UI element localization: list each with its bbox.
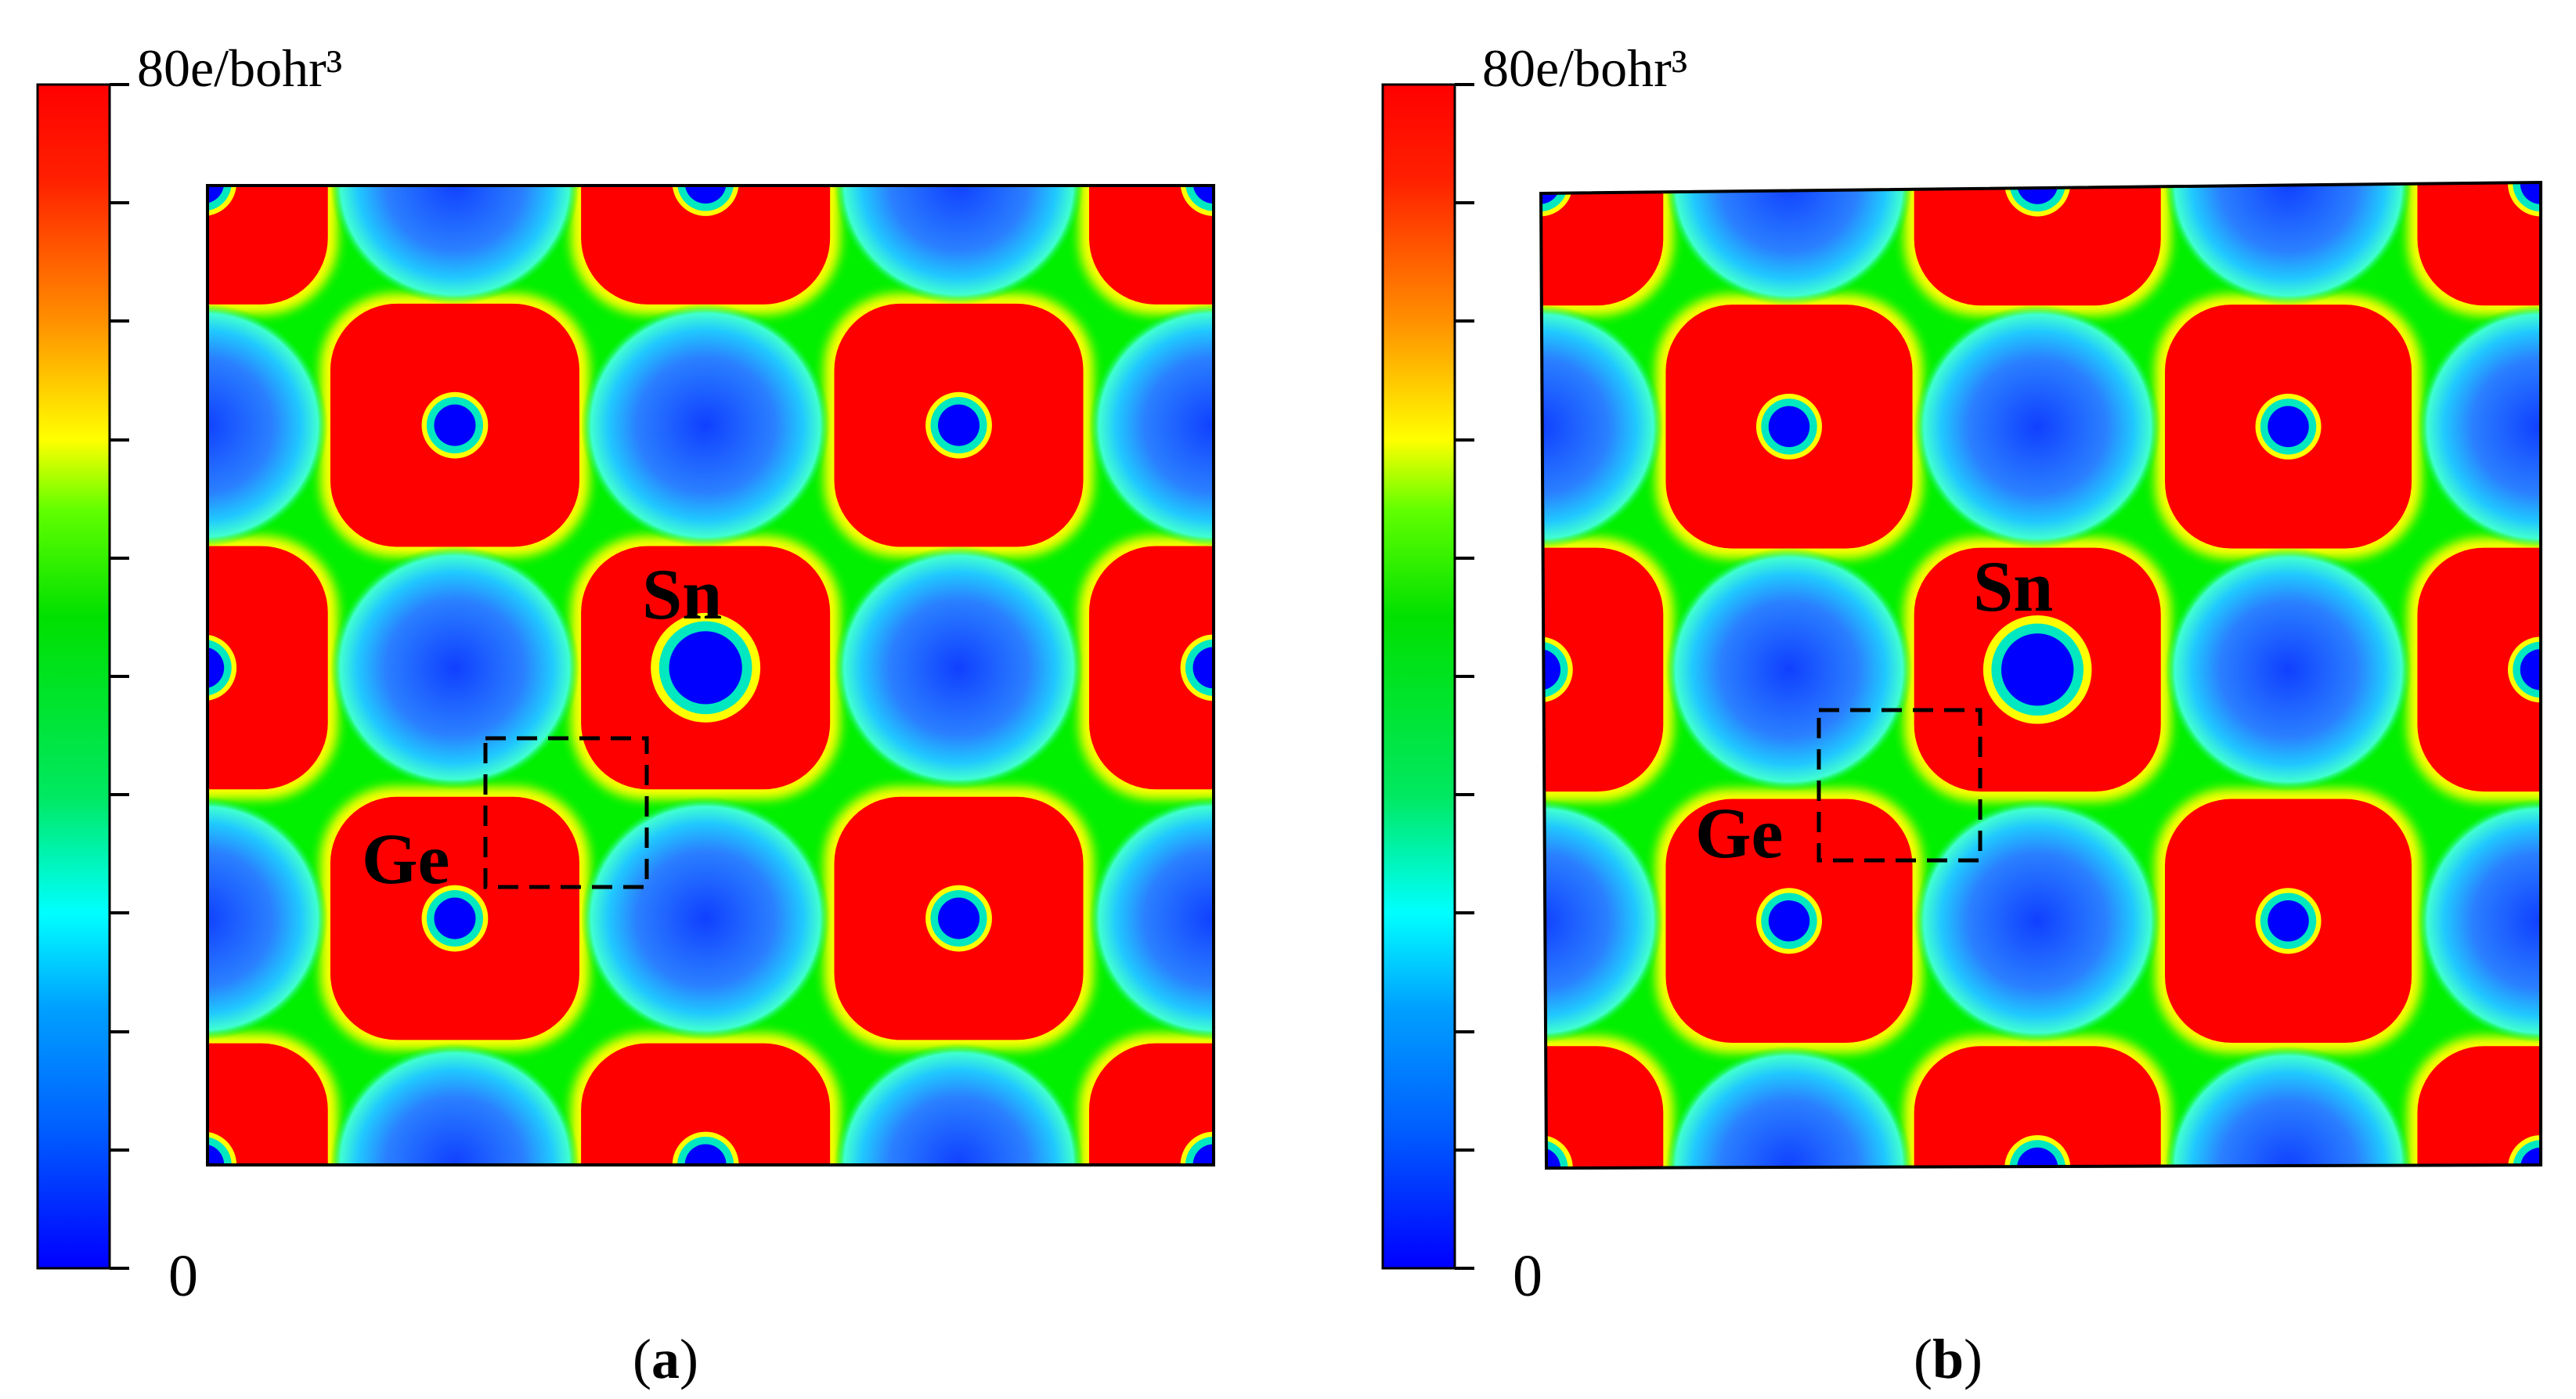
map-b-atom-core bbox=[2268, 900, 2309, 942]
colorbar-b-ticks bbox=[1455, 83, 1474, 1270]
colorbar-b-min-label: 0 bbox=[1513, 1243, 1542, 1309]
map-b-atom-core bbox=[1768, 406, 1810, 448]
map-a-ge-label: Ge bbox=[362, 819, 449, 899]
map-b-high-density-region bbox=[1914, 1046, 2161, 1168]
map-a-high-density-region bbox=[207, 546, 328, 790]
colorbar-a: 80e/bohr³ 0 bbox=[36, 38, 342, 1309]
map-a-atom-core bbox=[434, 897, 476, 939]
map-a-atom-core bbox=[684, 1144, 727, 1165]
colorbar-a-ticks bbox=[110, 83, 129, 1270]
map-b-atom-core bbox=[1541, 1147, 1561, 1168]
map-a-low-density-region bbox=[330, 546, 579, 790]
colorbar-a-max-label: 80e/bohr³ bbox=[137, 38, 342, 98]
colorbar-b-gradient bbox=[1381, 83, 1456, 1270]
caption-a: (a) bbox=[633, 1328, 698, 1390]
map-b-atom-core bbox=[2268, 406, 2309, 448]
map-b-low-density-region bbox=[1914, 799, 2161, 1044]
map-b-low-density-region bbox=[1914, 305, 2161, 549]
map-a-high-density-region bbox=[207, 1043, 328, 1165]
map-a-low-density-region bbox=[834, 546, 1084, 790]
map-a-content bbox=[207, 186, 1214, 1165]
map-a-low-density-region bbox=[834, 186, 1084, 305]
map-a-atom-core bbox=[684, 186, 727, 204]
map-a-frame bbox=[206, 184, 1215, 1166]
colorbar-a-gradient bbox=[36, 83, 111, 1270]
map-b-low-density-region bbox=[1541, 799, 1664, 1044]
map-a-low-density-region bbox=[834, 1043, 1084, 1165]
map-a-high-density-region bbox=[1088, 186, 1214, 305]
map-a-low-density-region bbox=[207, 796, 328, 1040]
caption-b-letter: b bbox=[1932, 1328, 1964, 1390]
map-a-low-density-region bbox=[207, 303, 328, 547]
map-b-low-density-region bbox=[1541, 305, 1664, 549]
map-b-atom-core bbox=[1768, 900, 1810, 942]
map-a-atom-core bbox=[1192, 647, 1214, 689]
caption-b: (b) bbox=[1914, 1328, 1983, 1390]
map-a-atom-core bbox=[207, 1144, 225, 1165]
map-a-high-density-region bbox=[1088, 1043, 1214, 1165]
map-a-high-density-region bbox=[581, 186, 831, 305]
map-a-atom-core bbox=[1192, 186, 1214, 204]
map-b-low-density-region bbox=[2164, 1046, 2412, 1168]
charge-map-a: Sn Ge bbox=[206, 184, 1215, 1166]
map-b-sn-atom-core bbox=[2001, 633, 2074, 706]
map-a-atom-core bbox=[938, 404, 980, 446]
map-b-atom-core bbox=[2016, 182, 2058, 204]
map-a-atom-core bbox=[434, 404, 476, 446]
map-a-high-density-region bbox=[581, 1043, 831, 1165]
map-b-sn-label: Sn bbox=[1973, 546, 2053, 626]
map-b-low-density-region bbox=[1665, 547, 1913, 792]
map-b-low-density-region bbox=[1665, 182, 1913, 306]
map-a-atom-shell bbox=[207, 186, 232, 211]
map-b-low-density-region bbox=[1665, 1046, 1913, 1168]
map-b-high-density-region bbox=[1541, 1046, 1664, 1168]
map-a-atom-core bbox=[1192, 1144, 1214, 1165]
map-a-atom-core bbox=[207, 647, 225, 689]
colorbar-b: 80e/bohr³ 0 bbox=[1381, 38, 1687, 1309]
map-a-low-density-region bbox=[581, 303, 831, 547]
map-b-atom-core bbox=[1541, 649, 1561, 690]
caption-a-letter: a bbox=[651, 1328, 680, 1390]
map-a-high-density-region bbox=[207, 186, 328, 305]
map-a-sn-label: Sn bbox=[642, 554, 722, 634]
map-a-low-density-region bbox=[330, 186, 579, 305]
map-b-frame bbox=[1539, 180, 2542, 1170]
map-b-bond-box bbox=[1817, 708, 1983, 863]
map-b-high-density-region bbox=[1914, 182, 2161, 306]
map-a-bond-box bbox=[483, 736, 649, 889]
map-a-atom-core bbox=[938, 897, 980, 939]
map-a-low-density-region bbox=[581, 796, 831, 1040]
map-b-high-density-region bbox=[2417, 1046, 2541, 1168]
map-a-sn-atom-core bbox=[669, 631, 742, 705]
map-b-low-density-region bbox=[2164, 547, 2412, 792]
map-a-low-density-region bbox=[330, 1043, 579, 1165]
map-a-atom-ring bbox=[207, 186, 237, 216]
map-b-ge-label: Ge bbox=[1695, 793, 1783, 873]
colorbar-b-max-label: 80e/bohr³ bbox=[1482, 38, 1687, 98]
map-b-high-density-region bbox=[1541, 182, 1664, 306]
map-b-high-density-region bbox=[2417, 547, 2541, 792]
colorbar-a-min-label: 0 bbox=[168, 1243, 198, 1309]
charge-map-b: Sn Ge bbox=[1539, 180, 2542, 1170]
map-b-high-density-region bbox=[1541, 547, 1664, 792]
map-a-atom-core bbox=[207, 186, 225, 204]
